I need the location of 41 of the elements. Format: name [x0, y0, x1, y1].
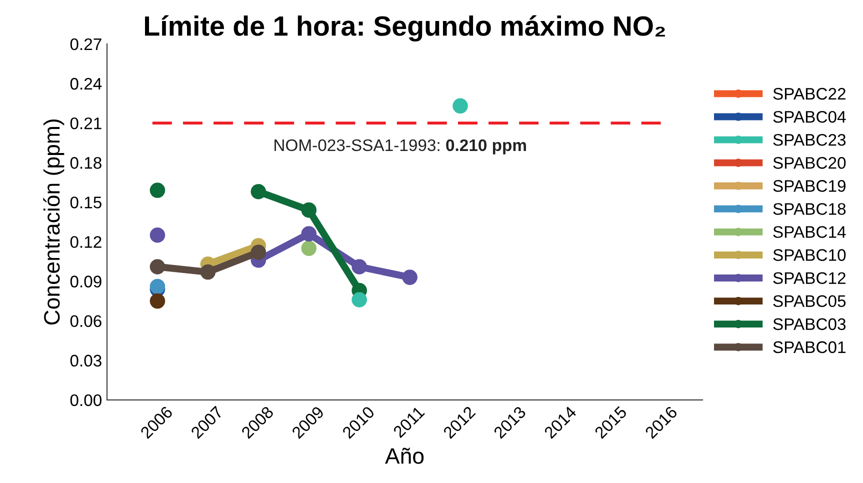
- point: [250, 244, 266, 260]
- point: [150, 259, 166, 274]
- point: [150, 278, 166, 294]
- ref-line-label: NOM-023-SSA1-1993: 0.210 ppm: [274, 139, 526, 154]
- x-axis-title: Año: [385, 448, 424, 464]
- legend-label: SPABC18: [773, 203, 846, 215]
- y-axis-title: Concentración (ppm): [43, 120, 64, 325]
- point: [352, 292, 367, 308]
- point: [452, 98, 468, 114]
- y-tick-label: 0.27: [70, 38, 102, 50]
- y-tick-label: 0.21: [70, 117, 102, 130]
- point: [352, 259, 367, 274]
- legend-label: SPABC14: [773, 226, 846, 238]
- point: [150, 293, 166, 309]
- y-tick-label: 0.03: [70, 354, 102, 367]
- legend-label: SPABC20: [773, 157, 846, 169]
- legend-label: SPABC05: [773, 295, 846, 308]
- point: [301, 226, 317, 242]
- y-tick-label: 0.15: [70, 196, 102, 208]
- y-tick-label: 0.18: [70, 157, 102, 169]
- point: [200, 264, 216, 280]
- point: [250, 184, 266, 200]
- point: [402, 270, 418, 285]
- chart-title: Límite de 1 hora: Segundo máximo NO₂: [145, 15, 665, 42]
- legend-label: SPABC22: [773, 88, 846, 100]
- legend-label: SPABC19: [773, 180, 846, 192]
- y-tick-label: 0.12: [70, 236, 102, 248]
- y-tick-label: 0.06: [70, 315, 102, 328]
- legend-label: SPABC12: [773, 272, 846, 284]
- legend-label: SPABC01: [773, 341, 846, 354]
- point: [301, 240, 317, 256]
- y-tick-label: 0.24: [70, 78, 102, 90]
- legend-label: SPABC03: [773, 318, 846, 330]
- point: [150, 182, 166, 198]
- point: [150, 227, 166, 243]
- legend-label: SPABC10: [773, 249, 846, 261]
- legend-label: SPABC04: [773, 110, 846, 123]
- legend-label: SPABC23: [773, 134, 846, 146]
- y-tick-label: 0.00: [70, 394, 102, 406]
- y-tick-label: 0.09: [70, 276, 102, 288]
- point: [301, 202, 317, 218]
